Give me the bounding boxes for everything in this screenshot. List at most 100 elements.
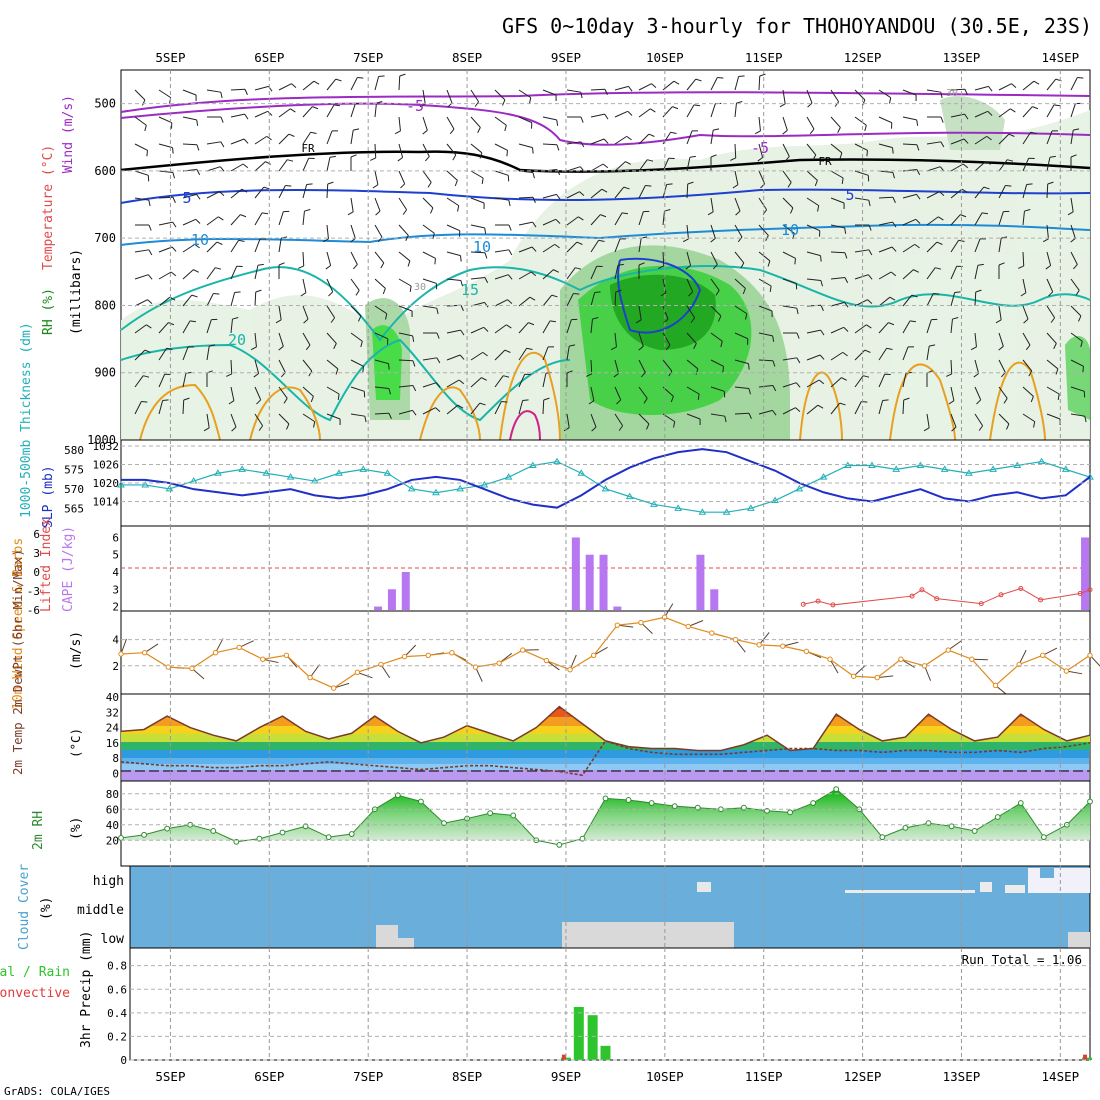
wind-barb [494, 170, 509, 176]
wind-barb-flag [291, 83, 297, 89]
wind-barb-flag [867, 299, 873, 305]
wind-barb [662, 251, 665, 267]
wind-barb-flag [288, 133, 295, 137]
wind-barb [302, 332, 311, 346]
top-date-tick: 12SEP [844, 50, 882, 65]
wind-barb-flag [748, 413, 752, 419]
rh-tick: 80 [106, 788, 119, 801]
wind-barb-flag [807, 102, 813, 108]
wind-barb-flag [591, 426, 597, 432]
wind-barb-flag [688, 291, 694, 297]
wind-barb [182, 243, 196, 253]
wind-barb [374, 412, 390, 415]
wind-barb-flag [171, 246, 177, 252]
wind-barb [1070, 332, 1083, 342]
wind-barb-flag [300, 292, 307, 297]
wind-barb [182, 269, 194, 280]
wind-barb-flag [203, 427, 210, 432]
wind-barb [926, 191, 940, 199]
wind-barb [518, 89, 532, 99]
precip-axis-label: 3hr Precip (mm) [79, 931, 94, 1048]
wind-barb [974, 386, 982, 400]
contour-label: 10 [781, 221, 799, 239]
temp-band-freezing [122, 770, 1089, 781]
lifted-index-marker [815, 598, 821, 604]
wind-barb-flag [951, 426, 957, 432]
wind-barb [470, 143, 483, 154]
wind-barb-flag [812, 154, 817, 161]
thickness-series-line [121, 460, 1091, 513]
wind-barb-flag [663, 318, 669, 324]
wind-barb-flag [376, 101, 383, 104]
wind-barb [230, 214, 241, 226]
wind-barb-flag [651, 83, 657, 89]
wind-barb-flag [286, 423, 290, 430]
wind-barb-flag [482, 351, 488, 357]
wind-barb-flag [986, 135, 992, 141]
wind-barb-flag [841, 377, 847, 381]
wind-barb [254, 413, 264, 427]
wind-barb-flag [658, 265, 664, 269]
wind-barb-flag [312, 106, 319, 110]
wind-barb [1070, 77, 1078, 91]
rh-marker [487, 810, 494, 817]
wind-barb-flag [735, 210, 741, 216]
wind-barb [1046, 224, 1049, 239]
lifted-index-tick: -6 [27, 604, 40, 617]
wind-barb [686, 183, 689, 199]
wind-barb [446, 404, 459, 415]
wind-barb [158, 400, 164, 415]
wind-barb [134, 324, 147, 334]
wind-barb [494, 116, 507, 126]
wind-barb [806, 379, 820, 388]
wind-barb-flag [981, 212, 989, 215]
wind-barb [254, 186, 265, 199]
wind-barb-flag [532, 221, 537, 228]
wind-barb [254, 291, 257, 307]
wind-barb-flag [422, 129, 428, 135]
precip-tick: 0.8 [107, 960, 127, 973]
wind-barb [398, 116, 401, 131]
thickness-marker [795, 484, 804, 492]
wind-barb [926, 141, 941, 145]
wind-barb [518, 296, 531, 307]
wind-barb-flag [1001, 236, 1008, 239]
wind-barb [734, 197, 741, 212]
wind-barb-flag [670, 396, 674, 403]
wind-barb [566, 346, 570, 361]
wind-barb-flag [220, 116, 224, 123]
wind-barb [662, 305, 669, 320]
thickness-marker [262, 469, 271, 476]
precip-axis: 0 0.2 0.4 0.6 0.8 [107, 960, 1090, 1067]
wind-barb [1046, 359, 1059, 370]
wind-barb-flag [820, 305, 824, 311]
wind-speed-marker [898, 656, 904, 662]
wind-barb-flag [779, 103, 786, 108]
wind-barb [302, 278, 307, 293]
wind-barb-flag [195, 218, 201, 224]
wind-barb-flag [866, 324, 872, 329]
wind-speed-marker [189, 665, 195, 672]
wind-barb [278, 108, 291, 118]
wind-barb-flag [970, 346, 977, 351]
wind-barb-flag [553, 269, 559, 273]
wind-barb-flag [569, 344, 576, 347]
top-date-tick: 10SEP [646, 50, 684, 65]
wind-barb [878, 143, 893, 149]
wind-barb [230, 413, 237, 428]
wind-barb [758, 359, 774, 362]
wind-barb-flag [736, 101, 743, 104]
bottom-date-tick: 13SEP [943, 1069, 981, 1084]
wind-barb [542, 373, 547, 388]
wind-barb [206, 141, 221, 145]
cape-tick: 4 [112, 566, 119, 579]
wind-speed-marker [992, 682, 999, 689]
wind-barb [710, 77, 718, 91]
wind-barb-flag [508, 249, 513, 256]
wind-barb-flag [889, 296, 896, 301]
wind-barb-flag [435, 407, 441, 413]
temperature-tick: 32 [106, 706, 119, 719]
wind-barb-flag [718, 315, 722, 322]
bottom-date-tick: 11SEP [745, 1069, 783, 1084]
wind-barb [926, 216, 939, 226]
